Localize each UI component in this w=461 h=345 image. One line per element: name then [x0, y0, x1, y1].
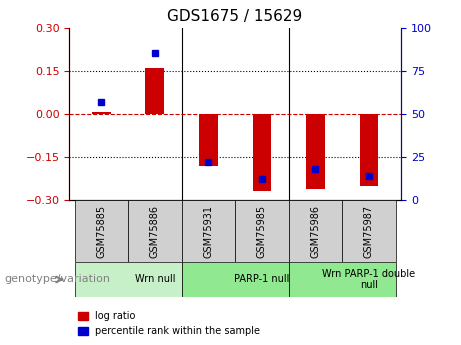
- Bar: [253, 114, 271, 191]
- Title: GDS1675 / 15629: GDS1675 / 15629: [167, 9, 303, 24]
- Text: Wrn PARP-1 double
null: Wrn PARP-1 double null: [322, 269, 415, 290]
- Bar: [360, 114, 378, 186]
- Text: GSM75986: GSM75986: [310, 205, 320, 258]
- Text: genotype/variation: genotype/variation: [5, 275, 111, 284]
- Bar: [92, 112, 111, 114]
- FancyBboxPatch shape: [289, 262, 396, 297]
- FancyBboxPatch shape: [342, 200, 396, 262]
- Text: PARP-1 null: PARP-1 null: [234, 275, 290, 284]
- Text: Wrn null: Wrn null: [135, 275, 175, 284]
- Bar: [145, 68, 164, 114]
- FancyBboxPatch shape: [182, 200, 235, 262]
- Bar: [306, 114, 325, 189]
- Text: GSM75885: GSM75885: [96, 205, 106, 258]
- Text: GSM75931: GSM75931: [203, 205, 213, 258]
- Text: GSM75987: GSM75987: [364, 205, 374, 258]
- FancyBboxPatch shape: [235, 200, 289, 262]
- Text: GSM75886: GSM75886: [150, 205, 160, 258]
- Text: GSM75985: GSM75985: [257, 205, 267, 258]
- Bar: [199, 114, 218, 166]
- FancyBboxPatch shape: [182, 262, 289, 297]
- FancyBboxPatch shape: [289, 200, 342, 262]
- FancyBboxPatch shape: [128, 200, 182, 262]
- FancyBboxPatch shape: [75, 200, 128, 262]
- Legend: log ratio, percentile rank within the sample: log ratio, percentile rank within the sa…: [74, 307, 264, 340]
- FancyBboxPatch shape: [75, 262, 182, 297]
